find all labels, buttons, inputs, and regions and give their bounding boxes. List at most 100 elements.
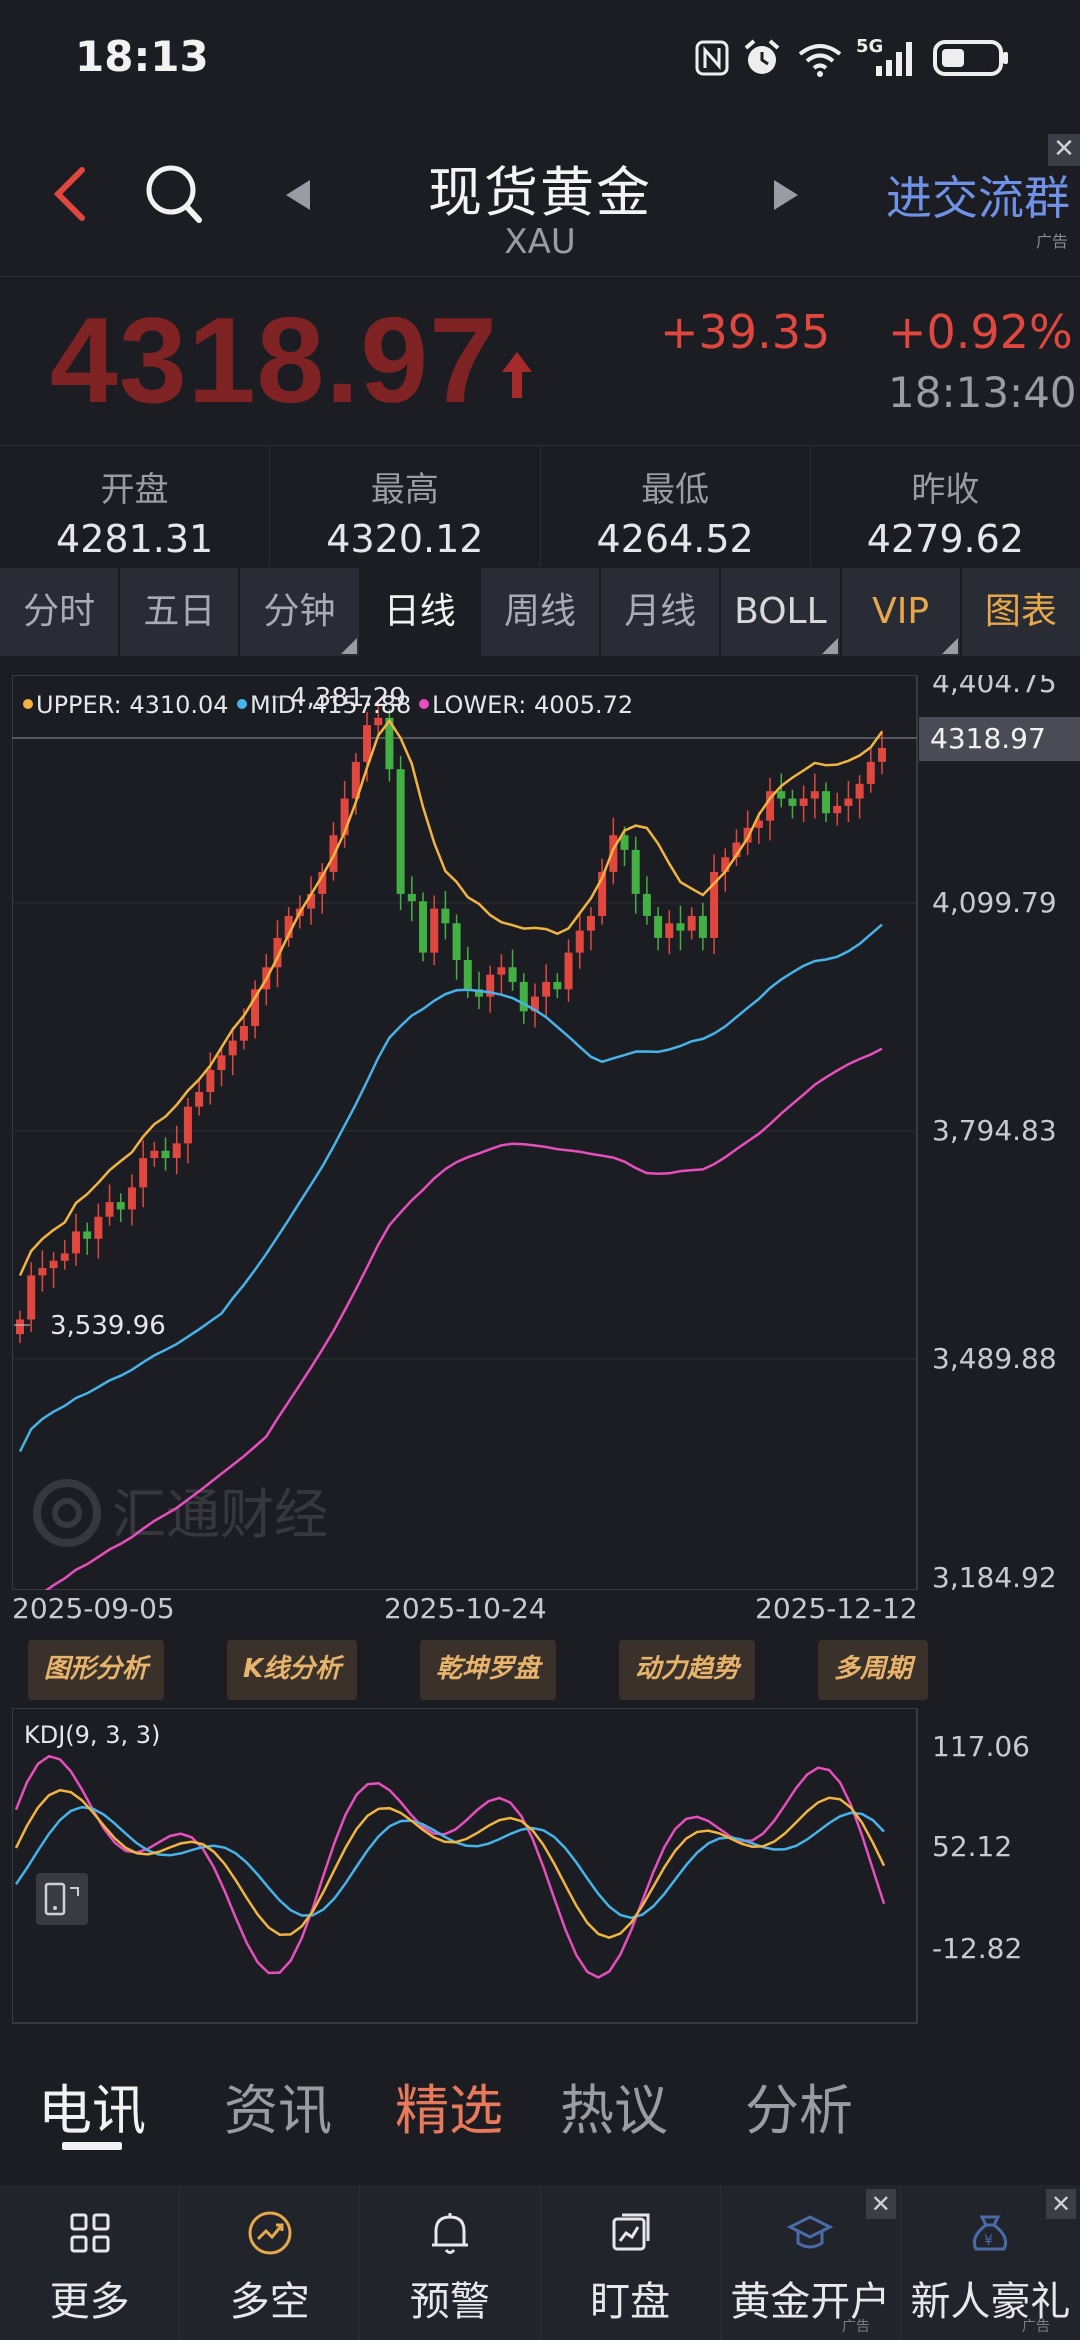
legend-mid-dot xyxy=(237,699,247,709)
price-change-percent: +0.92% xyxy=(888,305,1073,359)
tab-monthly[interactable]: 月线 xyxy=(601,568,720,656)
nav-label: 黄金开户 xyxy=(730,2279,891,2325)
tab-label: 图表 xyxy=(984,591,1057,632)
tab-intraday[interactable]: 分时 xyxy=(0,568,119,656)
candle-body xyxy=(105,1202,114,1217)
back-icon[interactable] xyxy=(50,166,90,222)
tab-vip[interactable]: VIP xyxy=(841,568,960,656)
nav-watch[interactable]: 盯盘 xyxy=(541,2185,721,2340)
analysis-tools: 图形分析 K线分析 乾坤罗盘 动力趋势 多周期 xyxy=(28,1640,928,1700)
layout-toggle-icon[interactable] xyxy=(36,1873,88,1925)
candlestick-chart[interactable]: 汇通财经 UPPER: 4310.04 MID: 4157.88 LOWER: … xyxy=(12,675,1080,1590)
candle-body xyxy=(553,981,562,990)
kdj-y-tick: -12.82 xyxy=(932,1932,1022,1965)
candles-group xyxy=(16,700,886,1343)
tool-graph-analysis[interactable]: 图形分析 xyxy=(28,1640,165,1700)
nav-more[interactable]: 更多 xyxy=(0,2185,181,2340)
bottom-nav: 更多 多空 预警 盯盘 ✕ 黄金开户 广告 xyxy=(0,2185,1080,2340)
nav-gold-account-ad[interactable]: ✕ 黄金开户 广告 xyxy=(721,2185,901,2340)
candle-body xyxy=(732,842,741,858)
search-icon[interactable] xyxy=(145,162,205,226)
chart-icon xyxy=(612,2213,650,2251)
wifi-icon xyxy=(798,44,842,77)
grid-icon xyxy=(70,2213,110,2253)
candle-body xyxy=(16,1319,24,1335)
boll-upper-line xyxy=(18,718,884,1277)
date-tick: 2025-12-12 xyxy=(755,1592,918,1625)
news-tab-analysis[interactable]: 分析 xyxy=(745,2079,853,2142)
candle-body xyxy=(698,915,707,938)
tab-minute[interactable]: 分钟 xyxy=(240,568,359,656)
news-tab-info[interactable]: 资讯 xyxy=(224,2079,332,2142)
kdj-j-line xyxy=(14,1754,886,1979)
candle-body xyxy=(620,835,629,850)
high-marker: 4,381.29 xyxy=(290,683,406,713)
menu-corner-icon xyxy=(821,638,838,654)
nav-label: 盯盘 xyxy=(590,2279,671,2325)
ohlc-label: 昨收 xyxy=(911,470,980,510)
nav-long-short[interactable]: 多空 xyxy=(180,2185,361,2340)
price-tag-box xyxy=(919,717,1080,761)
tab-label: 日线 xyxy=(383,591,456,632)
nav-label: 更多 xyxy=(49,2279,130,2325)
tab-label: 周线 xyxy=(503,591,576,632)
nav-alert[interactable]: 预警 xyxy=(360,2185,541,2340)
candle-body xyxy=(810,791,819,799)
kdj-y-tick: 117.06 xyxy=(932,1730,1030,1763)
date-axis: 2025-09-05 2025-10-24 2025-12-12 xyxy=(12,1592,922,1632)
candle-body xyxy=(676,923,685,931)
candle-body xyxy=(251,989,260,1026)
tab-boll[interactable]: BOLL xyxy=(721,568,840,656)
close-ad-icon[interactable]: ✕ xyxy=(1048,134,1080,166)
prev-instrument-icon[interactable] xyxy=(282,178,312,212)
tab-label: VIP xyxy=(872,591,930,632)
news-tab-featured[interactable]: 精选 xyxy=(395,2079,503,2142)
candle-body xyxy=(474,989,483,997)
close-ad-icon[interactable]: ✕ xyxy=(1046,2189,1077,2219)
ohlc-label: 开盘 xyxy=(100,470,169,510)
tool-compass[interactable]: 乾坤罗盘 xyxy=(420,1640,557,1700)
ad-tag: 广告 xyxy=(841,2319,870,2335)
kdj-y-tick: 52.12 xyxy=(932,1830,1012,1863)
tab-chart-settings[interactable]: 图表 xyxy=(961,568,1080,656)
nfc-icon xyxy=(695,40,729,76)
candle-body xyxy=(206,1070,215,1093)
close-ad-icon[interactable]: ✕ xyxy=(865,2189,896,2219)
ohlc-value: 4320.12 xyxy=(326,517,484,561)
tool-multi-period[interactable]: 多周期 xyxy=(817,1640,928,1700)
current-price: 4318.97 xyxy=(50,292,498,428)
candle-body xyxy=(38,1268,47,1276)
tab-daily[interactable]: 日线 xyxy=(360,568,479,656)
price-tag: 4318.97 xyxy=(930,722,1046,755)
tool-momentum[interactable]: 动力趋势 xyxy=(619,1640,756,1700)
boll-legend: UPPER: 4310.04 MID: 4157.88 LOWER: 4005.… xyxy=(23,691,633,719)
y-tick: 3,794.83 xyxy=(932,1114,1057,1147)
nav-label: 多空 xyxy=(229,2279,310,2325)
next-instrument-icon[interactable] xyxy=(772,178,802,212)
candle-body xyxy=(363,725,372,762)
candle-body xyxy=(710,871,719,938)
y-tick: 4,099.79 xyxy=(932,886,1057,919)
candle-body xyxy=(71,1231,80,1254)
tool-kline-analysis[interactable]: K线分析 xyxy=(226,1640,358,1700)
legend-lower-dot xyxy=(419,699,429,709)
tab-five-day[interactable]: 五日 xyxy=(120,568,239,656)
candle-body xyxy=(878,747,886,762)
news-tab-flash[interactable]: 电讯 xyxy=(38,2079,146,2142)
candle-body xyxy=(27,1275,36,1320)
date-tick: 2025-10-24 xyxy=(384,1592,547,1625)
ohlc-value: 4264.52 xyxy=(596,517,754,561)
moneybag-icon: ¥ xyxy=(973,2215,1008,2251)
tab-weekly[interactable]: 周线 xyxy=(480,568,600,656)
kdj-k-line xyxy=(14,1788,886,1940)
news-tab-discussion[interactable]: 热议 xyxy=(560,2079,668,2142)
candle-body xyxy=(239,1025,248,1041)
join-group-ad-link[interactable]: 进交流群 xyxy=(886,171,1070,225)
ohlc-open: 开盘 4281.31 xyxy=(0,446,271,566)
date-tick: 2025-09-05 xyxy=(12,1592,175,1625)
hat-icon xyxy=(786,2215,834,2249)
candle-body xyxy=(318,871,327,894)
candle-body xyxy=(60,1253,69,1261)
nav-newbie-gift-ad[interactable]: ✕ ¥ 新人豪礼 广告 xyxy=(901,2185,1080,2340)
kdj-chart[interactable]: KDJ(9, 3, 3) 117.06 52.12 -12.82 xyxy=(12,1708,1080,2038)
